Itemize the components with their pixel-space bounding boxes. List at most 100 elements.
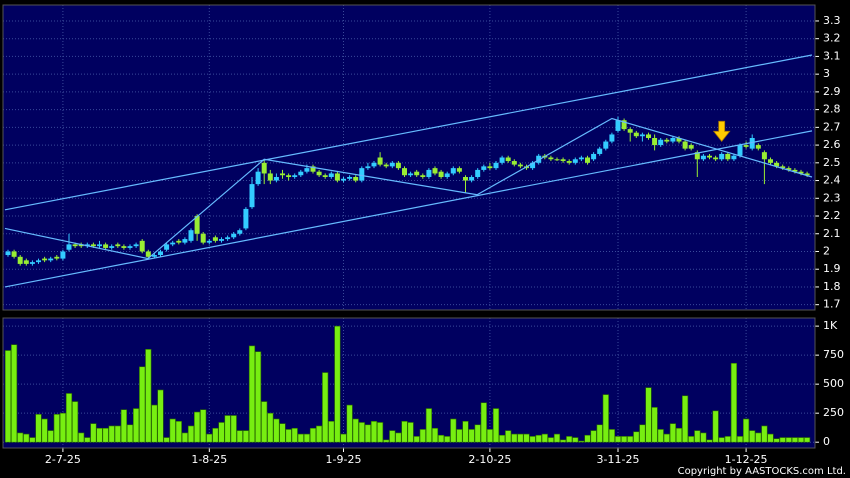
candle-body [505, 157, 511, 162]
candle-body [426, 169, 432, 178]
candle-body [286, 175, 292, 178]
volume-bar [114, 425, 121, 443]
candle-body [60, 251, 66, 259]
candle-body [530, 162, 536, 169]
volume-bar [517, 433, 524, 443]
volume-bar [767, 433, 774, 443]
volume-bar [596, 424, 603, 443]
volume-bar [480, 402, 487, 443]
volume-bar [553, 433, 561, 443]
y-tick-label: 0 [823, 435, 830, 448]
candle-body [566, 161, 572, 163]
candle-body [688, 145, 694, 149]
volume-bar [255, 351, 262, 443]
volume-bar [425, 408, 433, 443]
volume-bar [505, 430, 512, 443]
volume-bar [41, 418, 48, 443]
volume-bar [407, 422, 414, 443]
candle-body [72, 244, 78, 247]
candle-body [798, 171, 804, 174]
y-tick-label: 2.3 [823, 191, 841, 204]
volume-bar [169, 418, 176, 443]
volume-bar [218, 422, 225, 443]
candle-body [554, 159, 560, 161]
y-tick-label: 3.3 [823, 14, 841, 27]
volume-bar [279, 423, 286, 443]
candle-body [231, 233, 237, 238]
candle-body [341, 178, 346, 181]
candle-body [145, 251, 151, 257]
candle-body [194, 216, 200, 234]
volume-bar [474, 424, 481, 443]
volume-bar [108, 425, 115, 443]
candle-body [578, 157, 584, 160]
candle-body [700, 155, 706, 160]
candle-body [316, 171, 322, 176]
candle-body [639, 134, 645, 137]
candle-body [42, 258, 48, 261]
volume-bar [437, 434, 445, 443]
candle-body [786, 168, 792, 170]
volume-bar [742, 418, 750, 443]
candle-body [97, 244, 102, 247]
candle-body [261, 162, 267, 174]
plot-border [2, 4, 816, 311]
volume-bar [492, 408, 500, 443]
volume-bar [242, 430, 250, 443]
candle-body [103, 244, 109, 248]
arrow-marker [712, 120, 731, 142]
y-tick-label: 2.5 [823, 156, 841, 169]
trend-line [4, 130, 813, 288]
volume-bar [11, 344, 18, 443]
volume-bar [590, 430, 597, 443]
volume-bar [139, 366, 146, 443]
volume-bar [352, 418, 359, 443]
volume-bar [681, 395, 689, 443]
candle-body [48, 258, 54, 261]
candle-body [304, 168, 310, 172]
candle-body [487, 166, 493, 169]
volume-bar [602, 394, 609, 443]
volume-bar [194, 411, 201, 443]
candle-body [133, 244, 139, 247]
candle-body [633, 132, 639, 137]
candle-body [158, 251, 163, 256]
candle-body [151, 255, 157, 257]
volume-bar [163, 437, 170, 443]
volume-bar [4, 350, 12, 443]
candle-body [273, 177, 279, 181]
candle-body [395, 162, 401, 169]
volume-bar [663, 433, 670, 443]
candle-body [469, 177, 475, 181]
trend-line [4, 54, 813, 211]
volume-bar [578, 440, 585, 443]
y-tick-label: 500 [823, 377, 844, 390]
volume-bar [383, 439, 390, 443]
candle-body [90, 244, 96, 247]
y-tick-label: 2.9 [823, 85, 841, 98]
candle-body [383, 164, 389, 167]
candle-body [54, 256, 60, 259]
candle-body [310, 166, 316, 172]
volume-bar [791, 437, 798, 443]
volume-bar [102, 427, 109, 443]
candle-body [670, 137, 676, 142]
volume-bar [126, 424, 134, 443]
candle-body [609, 134, 615, 142]
volume-bar [395, 432, 402, 443]
candle-body [621, 120, 627, 130]
volume-bar [462, 421, 469, 443]
volume-bar [29, 437, 36, 443]
candle-body [456, 168, 462, 172]
candle-body [450, 168, 456, 174]
candle-body [347, 177, 353, 179]
volume-bar [498, 434, 506, 443]
volume-bar [584, 434, 591, 443]
volume-bar [694, 430, 701, 443]
candle-body [560, 159, 566, 162]
candle-body [792, 169, 798, 172]
candle-body [511, 161, 517, 165]
candle-body [804, 173, 810, 176]
volume-bar [620, 436, 628, 443]
volume-bar [614, 436, 622, 443]
